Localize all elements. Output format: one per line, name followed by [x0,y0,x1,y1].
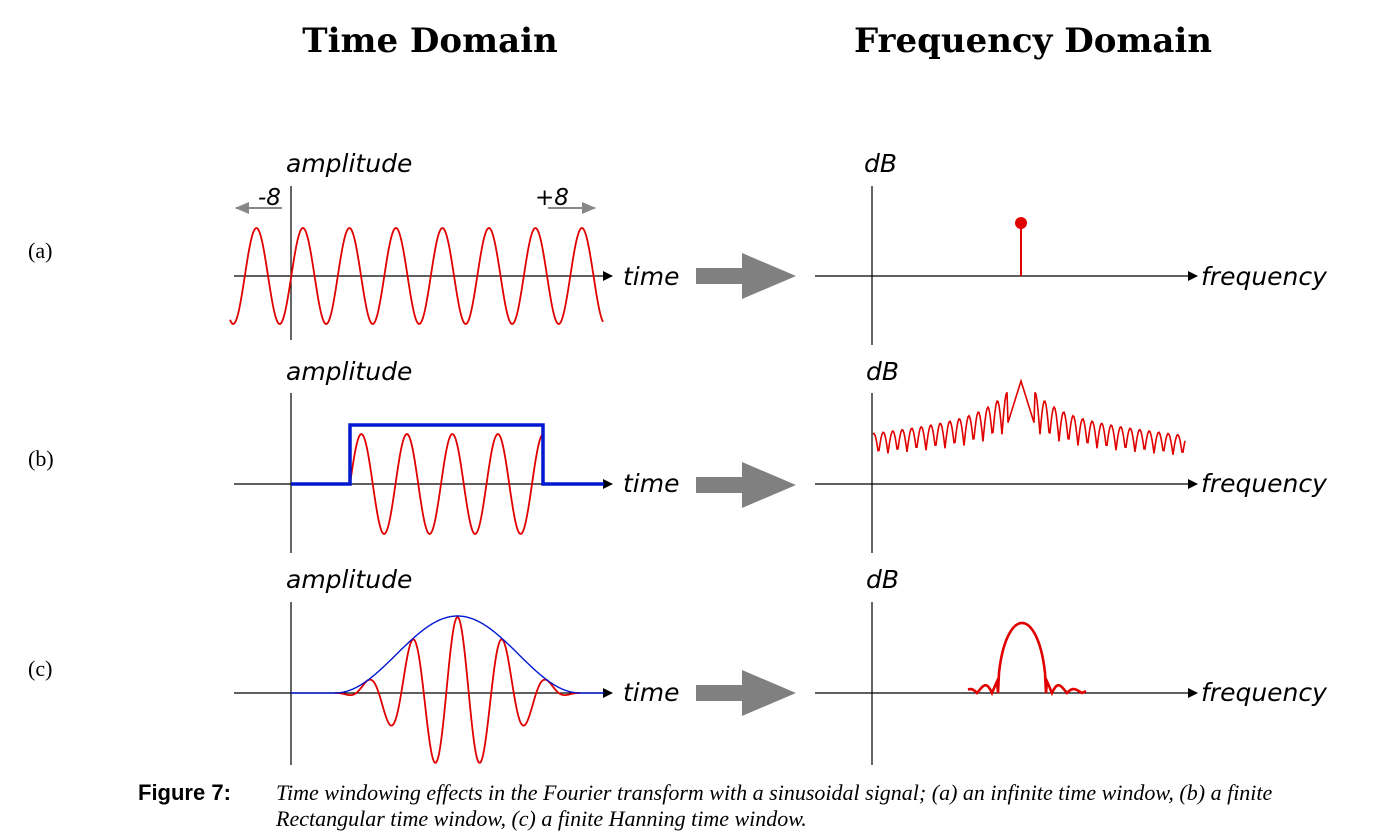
rectangular-window [291,423,604,486]
right-bound-label: +8 [535,185,569,211]
transform-arrow [696,670,796,716]
time-domain-heading: Time Domain [302,21,557,61]
time-label: time [623,262,679,291]
time-label: time [623,469,679,498]
row-c: (c) amplitude time dB frequency [28,565,1328,765]
frequency-label: frequency [1201,678,1328,707]
spectral-peak-dot [1015,217,1027,229]
db-label: dB [866,565,899,594]
row-a: (a) amplitude time -8 +8 dB frequency [28,149,1328,345]
row-label: (b) [28,446,54,471]
amplitude-label: amplitude [286,357,412,386]
figure-caption-text: Time windowing effects in the Fourier tr… [276,780,1273,831]
sinc-spectrum-leakage [872,378,1186,455]
amplitude-label: amplitude [286,565,412,594]
infinite-sinusoid-signal [229,227,604,325]
frequency-label: frequency [1201,262,1328,291]
figure-caption-label: Figure 7: [138,780,231,805]
hanning-spectrum [967,621,1087,697]
hanning-windowed-signal [335,616,580,764]
left-bound-label: -8 [258,185,281,211]
hanning-window [291,615,604,694]
db-label: dB [864,149,897,178]
row-b: (b) amplitude time dB frequency [28,357,1328,553]
row-label: (c) [28,656,52,681]
row-label: (a) [28,238,52,263]
db-label: dB [866,357,899,386]
time-label: time [623,678,679,707]
frequency-label: frequency [1201,469,1328,498]
truncated-sinusoid-signal [349,432,544,536]
frequency-domain-heading: Frequency Domain [854,21,1212,61]
amplitude-label: amplitude [286,149,412,178]
transform-arrow [696,462,796,508]
transform-arrow [696,253,796,299]
